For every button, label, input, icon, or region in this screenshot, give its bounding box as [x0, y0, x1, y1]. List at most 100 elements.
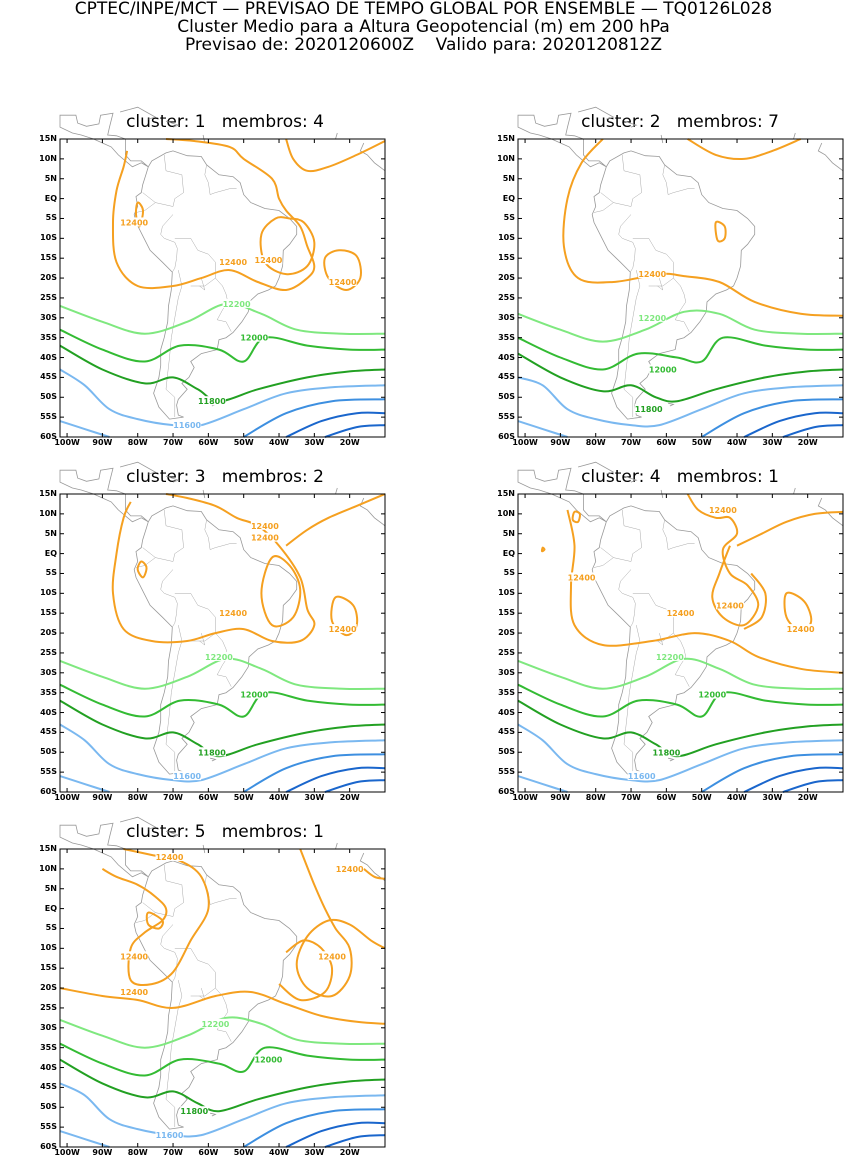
header-line-1: CPTEC/INPE/MCT — PREVISAO DE TEMPO GLOBA… — [74, 0, 773, 19]
lat-label: 5N — [44, 173, 57, 183]
contour-label-bg — [627, 771, 656, 781]
contour-label: 12200 — [223, 300, 251, 309]
contour-label-bg — [201, 1018, 230, 1028]
contour-label-bg — [155, 1130, 184, 1140]
contour-label-bg — [652, 747, 681, 757]
contour-label-bg — [638, 269, 667, 279]
lat-label: 5N — [44, 528, 57, 538]
country-border — [618, 214, 636, 273]
contour-label: 11600 — [173, 772, 201, 781]
lon-label: 90W — [92, 438, 113, 447]
contour-line — [59, 987, 386, 1025]
lon-label: 100W — [512, 438, 538, 447]
island-outline — [359, 142, 386, 172]
lat-label: 60S — [40, 432, 57, 441]
lat-label: EQ — [502, 548, 515, 558]
contour-label: 12400 — [251, 534, 279, 543]
south-america-coastline — [591, 505, 756, 775]
lat-label: 35S — [40, 332, 57, 342]
contour-label: 11600 — [173, 421, 201, 430]
contour-label-bg — [655, 651, 684, 661]
contour-line — [782, 779, 844, 793]
contour-label-bg — [173, 420, 202, 430]
lon-label: 30W — [304, 1148, 325, 1157]
lat-label: 30S — [40, 667, 57, 677]
contour-label-bg — [197, 747, 226, 757]
island-outline — [793, 487, 796, 495]
lon-label: 80W — [585, 793, 606, 802]
contour-line — [59, 328, 386, 363]
contour-label-bg — [120, 987, 149, 997]
contour-label: 11800 — [198, 397, 226, 406]
country-border — [155, 509, 184, 562]
lon-label: 80W — [127, 438, 148, 447]
island-outline — [817, 497, 844, 527]
island-outline — [668, 402, 675, 407]
contour-label: 12400 — [318, 952, 346, 961]
country-border — [593, 547, 614, 568]
lon-label: 40W — [269, 438, 289, 447]
lon-label: 20W — [797, 793, 818, 802]
country-border — [199, 988, 206, 1001]
map-frame: 12400 12400 12400 12400 12400 12200 12000 11800… — [39, 816, 386, 1157]
lon-label: 80W — [127, 1148, 148, 1157]
contour-label: 12000 — [240, 334, 268, 343]
lon-label: 30W — [762, 438, 783, 447]
island-outline — [793, 132, 796, 140]
lon-label: 100W — [54, 793, 80, 802]
lon-label: 70W — [163, 438, 184, 447]
contour-line — [278, 939, 334, 1002]
lon-label: 40W — [727, 793, 747, 802]
contour-line — [743, 411, 844, 438]
contour-line — [285, 1121, 386, 1148]
lat-label: 50S — [40, 392, 57, 402]
contour-label: 12400 — [667, 609, 695, 618]
contour-line — [743, 572, 767, 630]
contour-line — [566, 509, 844, 674]
contour-line — [517, 309, 844, 343]
lat-label: 50S — [40, 1102, 57, 1112]
island-outline — [668, 757, 675, 762]
contour-label: 12400 — [255, 256, 283, 265]
contour-line — [324, 779, 386, 793]
lat-label: 15S — [40, 253, 57, 263]
lat-label: EQ — [44, 548, 57, 558]
contour-label-bg — [155, 851, 184, 861]
lat-label: 5S — [45, 923, 57, 933]
contour-line — [59, 1016, 386, 1049]
contour-label-bg — [708, 504, 737, 514]
contour-line — [59, 1042, 386, 1077]
lon-label: 70W — [163, 1148, 184, 1157]
contour-label: 12000 — [649, 365, 677, 374]
lat-label: 30S — [40, 1022, 57, 1032]
lat-label: 60S — [40, 1142, 57, 1151]
contour-label-bg — [648, 364, 677, 374]
country-border — [215, 987, 232, 1042]
lon-label: 30W — [304, 793, 325, 802]
contour-label: 12400 — [638, 270, 666, 279]
country-border — [662, 519, 695, 550]
lat-label: 10S — [498, 233, 515, 243]
central-america-coastline — [517, 467, 607, 523]
country-border — [155, 864, 184, 917]
lat-label: 60S — [498, 787, 515, 796]
country-border — [632, 238, 674, 287]
map-border — [59, 138, 386, 438]
contour-line — [701, 398, 844, 438]
lat-label: 25S — [498, 292, 515, 302]
lon-label: 20W — [339, 438, 360, 447]
contour-label-bg — [120, 217, 149, 227]
lat-label: 20S — [40, 273, 57, 283]
contour-label-bg — [219, 608, 248, 618]
contour-label: 12400 — [329, 278, 357, 287]
contour-label: 11600 — [156, 1131, 184, 1140]
lat-label: 25S — [498, 647, 515, 657]
central-america-coastline — [59, 467, 149, 523]
island-outline — [335, 842, 338, 850]
contour-line — [517, 775, 568, 793]
contour-label-bg — [698, 689, 727, 699]
contour-line — [517, 336, 844, 371]
country-border — [165, 270, 183, 418]
map-frame: 12400 12400 12400 12400 12200 12000 11800 11600… — [39, 461, 386, 802]
island-outline — [119, 106, 157, 120]
